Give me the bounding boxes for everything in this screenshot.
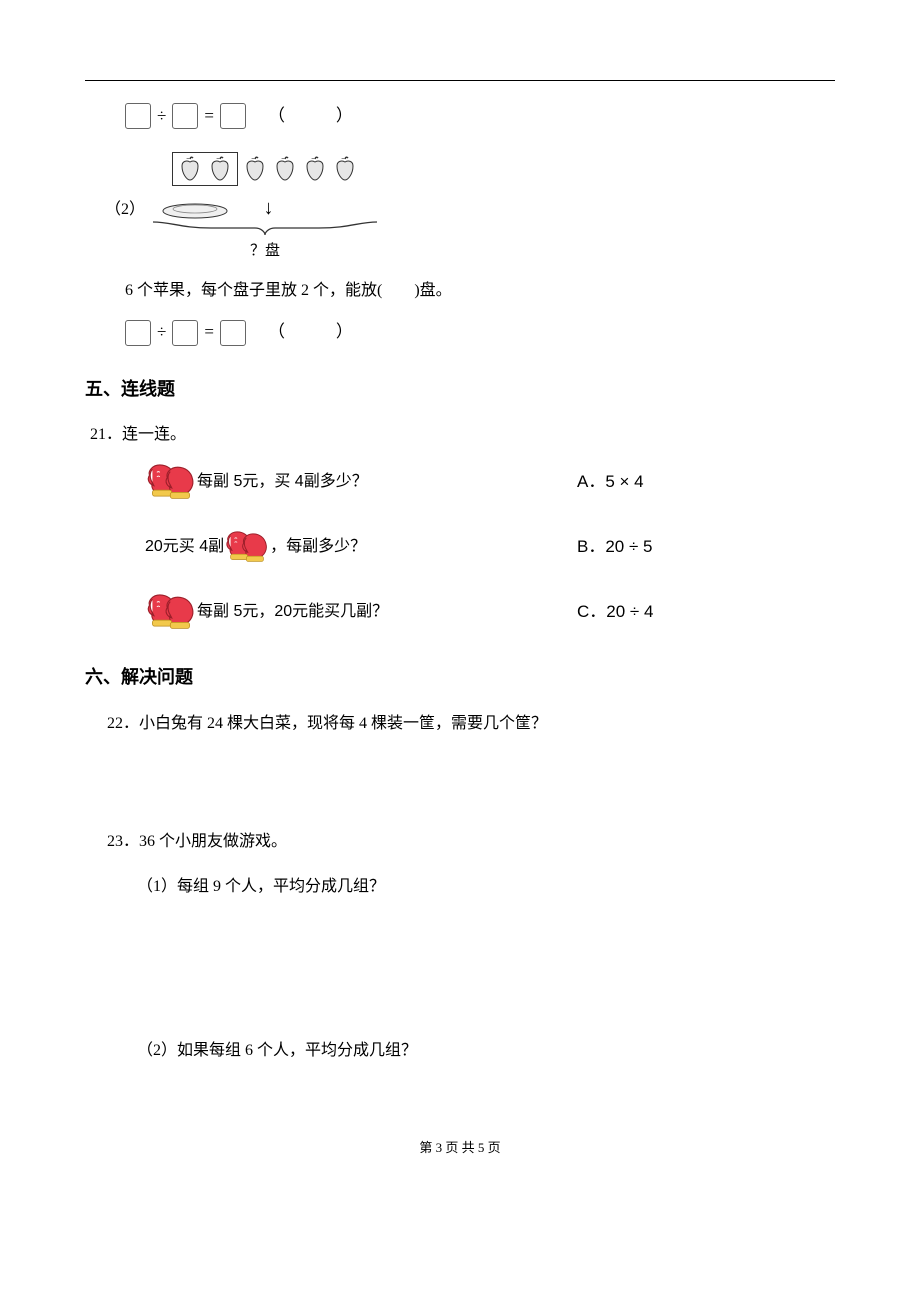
mitten-icon [145, 458, 197, 506]
section-5-heading: 五、连线题 [85, 373, 835, 405]
blank-box [125, 320, 151, 346]
blank-box [220, 103, 246, 129]
match-right-text: B．20 ÷ 5 [577, 532, 652, 563]
matching-block: 每副 5元，买 4副多少？ A．5 × 4 20元买 4副 ，每副多少？ B．2… [145, 458, 835, 636]
op-divide: ÷ [157, 101, 166, 132]
apple-row [172, 152, 358, 186]
apple-icon [332, 156, 358, 182]
apple-icon [207, 156, 233, 182]
q23-stem: 23．36 个小朋友做游戏。 [107, 828, 835, 857]
apple-icon [272, 156, 298, 182]
equation-line-1: ÷ = （ ） [125, 101, 835, 132]
blank-box [125, 103, 151, 129]
sub-question-label: （2） [105, 196, 145, 225]
equation-line-2: ÷ = （ ） [125, 317, 835, 348]
brace-caption: ？盘 [250, 238, 280, 265]
blank-box [172, 320, 198, 346]
mitten-icon [224, 526, 270, 568]
match-row: 每副 5元，20元能买几副？ C．20 ÷ 4 [145, 588, 835, 636]
q23-sub2: （2）如果每组 6 个人，平均分成几组？ [137, 1037, 835, 1066]
op-equals: = [204, 101, 214, 132]
match-right-text: C．20 ÷ 4 [577, 597, 653, 628]
match-left-before: 20元买 4副 [145, 533, 224, 562]
curly-brace-icon [151, 220, 379, 236]
q22-text: 22．小白兔有 24 棵大白菜，现将每 4 棵装一筐，需要几个筐？ [107, 710, 835, 739]
apple-icon [177, 156, 203, 182]
apple-icon [302, 156, 328, 182]
unit-paren: （ ） [268, 101, 353, 132]
figure-apples: （2） ↓ [105, 152, 835, 265]
mitten-icon [145, 588, 197, 636]
match-left-text: 每副 5元，20元能买几副？ [197, 598, 388, 627]
match-right-text: A．5 × 4 [577, 467, 644, 498]
match-row: 每副 5元，买 4副多少？ A．5 × 4 [145, 458, 835, 506]
section-6-heading: 六、解决问题 [85, 661, 835, 693]
match-left-text: ，每副多少？ [270, 533, 366, 562]
match-row: 20元买 4副 ，每副多少？ B．20 ÷ 5 [145, 526, 835, 568]
page-footer: 第 3 页 共 5 页 [85, 1136, 835, 1159]
q21-stem: 21．连一连。 [90, 421, 835, 450]
apple-grouped-box [172, 152, 238, 186]
blank-box [220, 320, 246, 346]
unit-paren: （ ） [268, 317, 353, 348]
op-divide: ÷ [157, 317, 166, 348]
plate-icon [160, 202, 230, 220]
op-equals: = [204, 317, 214, 348]
q23-sub1: （1）每组 9 个人，平均分成几组？ [137, 873, 835, 902]
match-left-text: 每副 5元，买 4副多少？ [197, 468, 368, 497]
apple-icon [242, 156, 268, 182]
page-top-rule [85, 80, 835, 81]
blank-box [172, 103, 198, 129]
question-text-apples: 6 个苹果，每个盘子里放 2 个，能放( )盘。 [125, 277, 835, 306]
